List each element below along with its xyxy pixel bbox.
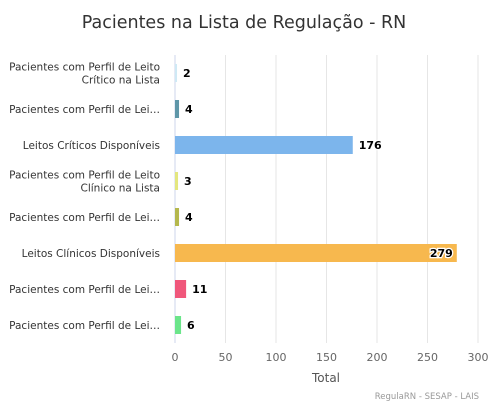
bar[interactable] — [175, 172, 179, 190]
category-label: Pacientes com Perfil de Lei… — [9, 104, 160, 116]
bar[interactable] — [175, 280, 187, 298]
x-tick-label: 250 — [417, 351, 438, 364]
data-labels: 2 4 176 3 4 279 11 6 — [182, 66, 454, 334]
data-label: 4 — [185, 103, 193, 116]
x-tick-label: 300 — [468, 351, 488, 364]
grid-layer — [174, 55, 479, 343]
data-label: 279 — [430, 247, 453, 260]
x-axis-title: Total — [311, 371, 340, 385]
category-label: Pacientes com Perfil de Lei… — [9, 212, 160, 224]
category-labels: Pacientes com Perfil de Leito Crítico na … — [9, 62, 160, 333]
bar[interactable] — [175, 64, 178, 82]
x-tick-label: 50 — [219, 351, 233, 364]
bar[interactable] — [175, 100, 180, 118]
bars — [175, 64, 457, 334]
category-label: Pacientes com Perfil de Lei… — [9, 320, 160, 332]
x-tick-label: 150 — [316, 351, 337, 364]
category-label: Pacientes com Perfil de Leito Clínico na … — [9, 170, 160, 195]
data-label: 176 — [359, 139, 382, 152]
bar[interactable] — [175, 136, 353, 154]
data-label: 6 — [187, 319, 195, 332]
data-label: 3 — [184, 175, 192, 188]
bar[interactable] — [175, 316, 182, 334]
x-tick-label: 0 — [172, 351, 179, 364]
category-label: Pacientes com Perfil de Leito Crítico na … — [9, 62, 160, 87]
credits-text: RegulaRN - SESAP - LAIS — [375, 392, 479, 402]
data-label: 11 — [192, 283, 207, 296]
category-label: Leitos Clínicos Disponíveis — [22, 248, 160, 260]
data-label: 2 — [183, 67, 191, 80]
chart-title: Pacientes na Lista de Regulação - RN — [82, 13, 407, 33]
data-label: 4 — [185, 211, 193, 224]
category-label: Pacientes com Perfil de Lei… — [9, 284, 160, 296]
category-label: Leitos Críticos Disponíveis — [23, 140, 160, 152]
bar[interactable] — [175, 208, 180, 226]
bar[interactable] — [175, 244, 457, 262]
x-tick-label: 200 — [367, 351, 388, 364]
x-tick-label: 100 — [266, 351, 287, 364]
x-tick-labels: 0 50 100 150 200 250 300 — [172, 351, 488, 364]
